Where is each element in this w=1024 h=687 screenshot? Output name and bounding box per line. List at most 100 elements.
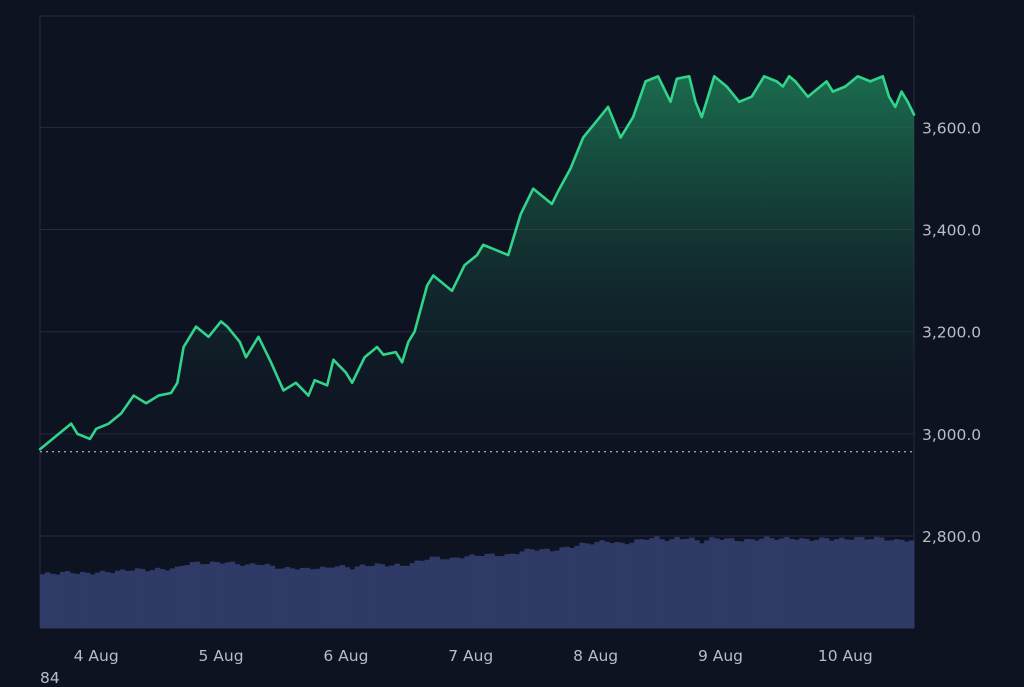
volume-bar [549,551,555,628]
volume-bar [299,567,306,628]
y-tick-label: 3,600.0 [922,119,981,137]
x-tick-label: 6 Aug [323,647,368,665]
volume-bar [209,561,216,628]
volume-bar [514,554,520,628]
volume-bar [599,540,605,628]
volume-bar [634,539,640,628]
x-tick-label: 10 Aug [818,647,873,665]
volume-bar [579,542,585,628]
volume-bar [569,547,575,628]
volume-bar [159,569,166,628]
volume-bar [539,549,545,628]
volume-bar [694,540,700,628]
volume-bar [794,539,800,628]
volume-bar [509,553,515,628]
volume-bar [899,539,905,628]
volume-bar [519,551,525,628]
volume-bar [909,540,915,628]
volume-bar [654,536,660,628]
volume-bar [689,537,695,628]
volume-bar [674,537,680,628]
volume-bar [724,538,730,628]
volume-bar [154,567,161,628]
volume-bar [224,562,231,628]
volume-bar [179,565,186,628]
x-tick-label: 5 Aug [199,647,244,665]
volume-bar [494,556,500,628]
volume-bar [104,572,111,628]
volume-bar [834,539,840,628]
volume-bar [449,557,455,628]
volume-bar [499,556,505,628]
volume-bar [254,564,261,628]
volume-bar [489,553,495,628]
volume-bar [394,563,400,628]
volume-bar [574,545,580,628]
volume-bar [54,574,61,628]
x-axis: 4 Aug 5 Aug 6 Aug 7 Aug 8 Aug 9 Aug 10 Aug [74,647,873,665]
volume-bar [839,537,845,628]
volume-bar [759,538,765,628]
volume-bar [779,538,785,628]
volume-bar [459,558,465,628]
volume-bar [804,538,810,628]
x-tick-label: 9 Aug [698,647,743,665]
volume-bar [879,537,885,628]
volume-bar [774,539,780,628]
volume-bar [484,553,490,628]
volume-bar [189,562,196,628]
volume-bar [619,542,625,628]
volume-bar [789,538,795,628]
volume-bar [799,538,805,628]
volume-bar [329,567,336,628]
volume-bar [524,548,530,628]
volume-bar [714,538,720,628]
volume-bar [849,539,855,628]
volume-bar [289,568,296,628]
volume-bar [114,570,121,628]
volume-bar [564,546,570,628]
volume-bar [44,572,51,628]
volume-bar [644,539,650,628]
volume-bar [684,538,690,628]
x-tick-label: 8 Aug [573,647,618,665]
volume-bar [559,547,565,628]
volume-bar [764,536,770,628]
volume-bars [40,536,915,628]
volume-bar [639,539,645,628]
volume-bar [334,566,341,628]
volume-bar [174,566,181,628]
volume-bar [374,563,381,628]
volume-bar [69,573,76,628]
volume-bar [139,568,146,628]
volume-bar [40,574,46,628]
volume-bar [119,569,126,628]
volume-bar [749,539,755,628]
volume-bar [79,571,86,628]
volume-bar [269,565,276,628]
price-line-layer [38,74,916,451]
y-tick-label: 3,200.0 [922,324,981,342]
volume-bar [864,539,870,628]
volume-bar [479,556,485,628]
volume-bar [904,541,910,628]
volume-bar [854,537,860,628]
volume-bar [204,564,211,628]
volume-bar [294,569,301,628]
volume-bar [389,565,395,628]
volume-bar [649,538,655,628]
volume-bar [604,541,610,628]
volume-bar [249,563,256,628]
volume-bar [409,563,415,628]
volume-bar [229,561,236,628]
volume-bar [89,574,96,628]
volume-bar [59,571,66,628]
volume-bar [419,560,425,628]
volume-bar [219,563,226,628]
price-area-layer [40,76,914,453]
volume-bar [594,541,600,628]
volume-bar [279,568,286,628]
volume-bar [274,568,281,628]
volume-bar [109,573,116,628]
